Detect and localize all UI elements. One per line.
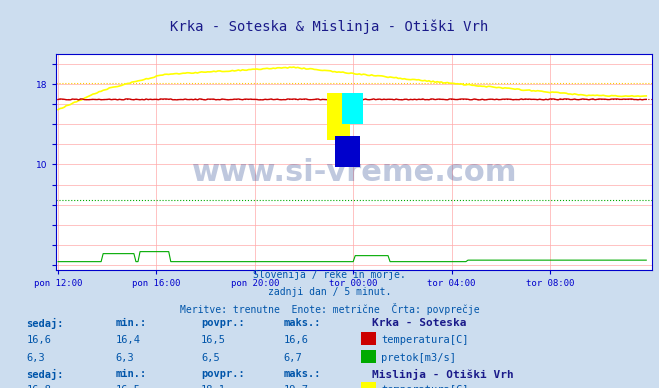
Text: 6,7: 6,7 [283, 353, 302, 363]
Text: pretok[m3/s]: pretok[m3/s] [381, 353, 456, 363]
Bar [335, 136, 360, 166]
Text: www.si-vreme.com: www.si-vreme.com [192, 158, 517, 187]
Text: povpr.:: povpr.: [201, 369, 244, 379]
Text: 6,3: 6,3 [26, 353, 45, 363]
Text: povpr.:: povpr.: [201, 318, 244, 328]
Text: min.:: min.: [115, 318, 146, 328]
Text: min.:: min.: [115, 369, 146, 379]
Text: Mislinja - Otiški Vrh: Mislinja - Otiški Vrh [372, 369, 514, 380]
Text: 16,4: 16,4 [115, 335, 140, 345]
Bar [342, 93, 362, 124]
Text: sedaj:: sedaj: [26, 369, 64, 380]
Text: maks.:: maks.: [283, 318, 321, 328]
Text: 18,1: 18,1 [201, 385, 226, 388]
Text: temperatura[C]: temperatura[C] [381, 385, 469, 388]
Text: 16,5: 16,5 [201, 335, 226, 345]
Text: maks.:: maks.: [283, 369, 321, 379]
Text: temperatura[C]: temperatura[C] [381, 335, 469, 345]
Text: Slovenija / reke in morje.: Slovenija / reke in morje. [253, 270, 406, 280]
Text: 6,5: 6,5 [201, 353, 219, 363]
Text: 16,6: 16,6 [283, 335, 308, 345]
Text: 16,8: 16,8 [26, 385, 51, 388]
Text: sedaj:: sedaj: [26, 318, 64, 329]
Text: 6,3: 6,3 [115, 353, 134, 363]
Bar [361, 350, 376, 363]
Text: zadnji dan / 5 minut.: zadnji dan / 5 minut. [268, 287, 391, 297]
Text: Krka - Soteska: Krka - Soteska [372, 318, 467, 328]
Bar [361, 332, 376, 345]
Text: 19,7: 19,7 [283, 385, 308, 388]
Bar [328, 93, 350, 140]
Bar [361, 382, 376, 388]
Text: Krka - Soteska & Mislinja - Otiški Vrh: Krka - Soteska & Mislinja - Otiški Vrh [171, 20, 488, 35]
Text: 16,5: 16,5 [115, 385, 140, 388]
Text: Meritve: trenutne  Enote: metrične  Črta: povprečje: Meritve: trenutne Enote: metrične Črta: … [180, 303, 479, 315]
Text: 16,6: 16,6 [26, 335, 51, 345]
